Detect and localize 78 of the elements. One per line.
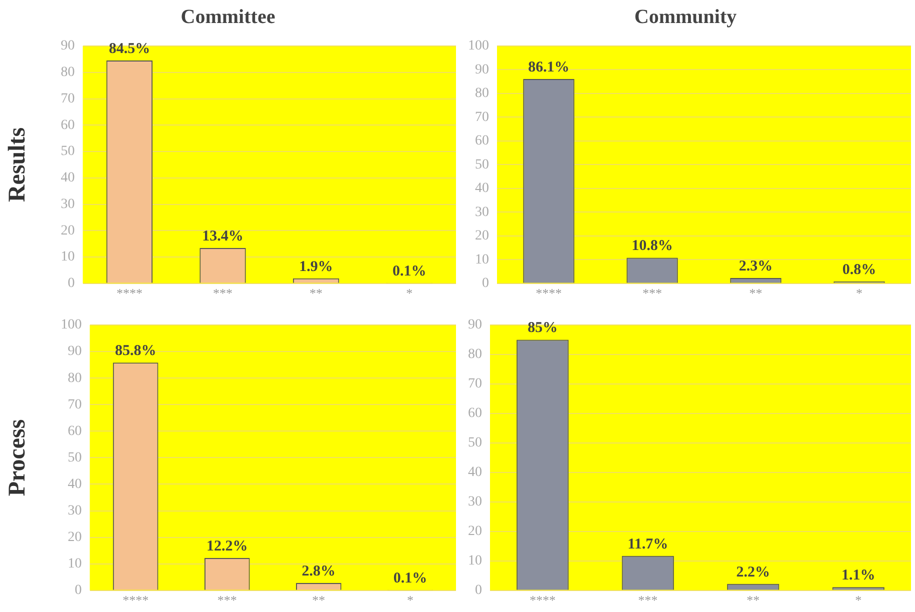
y-tick-label: 40 <box>60 170 75 186</box>
y-tick-label: 60 <box>68 424 82 439</box>
y-tick-label: 20 <box>468 524 482 540</box>
y-tick-label: 50 <box>68 450 82 466</box>
y-tick-label: 10 <box>475 252 489 268</box>
y-tick-label: 30 <box>468 494 482 510</box>
x-tick-label: * <box>856 286 862 301</box>
x-tick-label: * <box>406 592 414 608</box>
data-label: 0.1% <box>393 570 428 587</box>
y-tick-label: 60 <box>60 118 75 133</box>
y-tick-label: 90 <box>468 318 482 333</box>
chart-title: Committee <box>180 6 276 28</box>
data-label: 86.1% <box>528 59 570 76</box>
y-tick-label: 20 <box>475 228 489 244</box>
y-tick-label: 10 <box>468 554 482 569</box>
data-label: 2.2% <box>736 564 770 580</box>
data-label: 1.1% <box>842 568 876 584</box>
x-tick-label: ** <box>312 592 326 608</box>
y-tick-label: 0 <box>482 276 489 292</box>
y-tick-label: 80 <box>475 86 489 102</box>
y-tick-label: 70 <box>68 397 82 412</box>
y-tick-label: 10 <box>60 250 75 265</box>
y-tick-label: 0 <box>74 583 82 598</box>
y-tick-label: 50 <box>475 157 489 172</box>
data-label: 2.3% <box>738 258 773 274</box>
x-tick-label: **** <box>530 592 556 608</box>
y-tick-label: 90 <box>475 62 489 78</box>
y-tick-label: 100 <box>468 38 489 54</box>
x-tick-label: * <box>406 286 413 301</box>
y-tick-label: 70 <box>468 376 482 392</box>
x-tick-label: **** <box>536 286 562 301</box>
y-tick-label: 30 <box>60 196 75 212</box>
x-tick-label: **** <box>116 286 142 301</box>
y-tick-label: 20 <box>60 223 75 238</box>
data-label: 12.2% <box>206 538 248 554</box>
data-label: 2.8% <box>302 563 336 580</box>
y-tick-label: 30 <box>475 204 489 220</box>
y-tick-label: 10 <box>68 556 82 572</box>
y-tick-label: 90 <box>60 38 75 54</box>
chart-title: Community <box>634 6 737 28</box>
x-tick-label: *** <box>213 286 232 301</box>
data-label: 85.8% <box>114 343 156 360</box>
y-tick-label: 30 <box>68 503 82 518</box>
y-axis-title: Results <box>4 127 31 202</box>
y-tick-label: 0 <box>475 583 482 598</box>
y-tick-label: 70 <box>60 91 75 106</box>
y-tick-label: 40 <box>468 465 482 480</box>
y-tick-label: 100 <box>60 318 82 333</box>
y-tick-label: 80 <box>468 347 482 362</box>
y-tick-label: 20 <box>68 530 82 545</box>
y-tick-label: 40 <box>68 476 82 492</box>
data-label: 85% <box>528 320 558 336</box>
data-label: 13.4% <box>202 228 244 244</box>
data-label: 10.8% <box>632 238 673 254</box>
y-tick-label: 80 <box>60 65 75 80</box>
x-tick-label: *** <box>638 592 658 608</box>
y-tick-label: 40 <box>475 181 489 196</box>
y-axis-title: Process <box>4 419 31 496</box>
x-tick-label: *** <box>217 592 237 608</box>
data-label: 84.5% <box>108 40 150 57</box>
data-label: 11.7% <box>628 536 668 552</box>
x-tick-label: ** <box>746 592 760 608</box>
y-tick-label: 0 <box>68 276 75 292</box>
x-tick-label: ** <box>749 286 762 301</box>
y-tick-label: 90 <box>68 344 82 360</box>
x-tick-label: *** <box>642 286 662 301</box>
data-label: 0.1% <box>392 264 426 280</box>
y-tick-label: 80 <box>68 370 82 386</box>
y-tick-label: 60 <box>468 406 482 422</box>
y-tick-label: 70 <box>475 110 489 125</box>
data-label: 0.8% <box>842 262 876 278</box>
x-tick-label: **** <box>122 592 149 608</box>
x-tick-label: ** <box>310 286 323 301</box>
y-tick-label: 50 <box>60 144 75 160</box>
x-tick-label: * <box>855 592 862 608</box>
y-tick-label: 50 <box>468 436 482 451</box>
y-tick-label: 60 <box>475 134 489 149</box>
data-label: 1.9% <box>299 258 333 275</box>
